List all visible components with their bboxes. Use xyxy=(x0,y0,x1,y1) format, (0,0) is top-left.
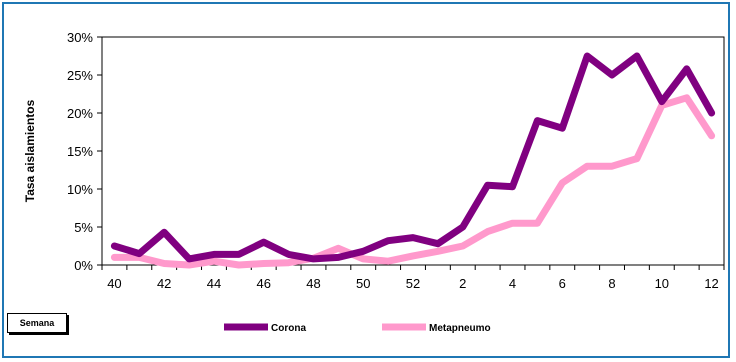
chart-labels: 0%5%10%15%20%25%30%40 42 44 46 48 50 52 2 4 6 8 10 1… xyxy=(23,30,719,291)
y-tick-label: 30% xyxy=(67,30,93,45)
legend-label-metapneumo: Metapneumo xyxy=(429,323,491,334)
legend-label-corona: Corona xyxy=(271,323,306,334)
y-tick-label: 25% xyxy=(67,68,93,83)
chart-legend: Corona Metapneumo xyxy=(224,323,491,334)
x-tick-label: 50 xyxy=(356,276,370,291)
series-line-corona xyxy=(110,52,716,263)
x-tick-label: 44 xyxy=(207,276,221,291)
chart-axes xyxy=(97,36,725,270)
chart-series xyxy=(110,52,716,269)
x-tick-label: 4 xyxy=(509,276,516,291)
x-tick-label: 48 xyxy=(306,276,320,291)
x-tick-label: 8 xyxy=(608,276,615,291)
x-axis-title: Semana xyxy=(7,313,67,333)
y-tick-label: 5% xyxy=(74,220,93,235)
x-tick-label: 6 xyxy=(559,276,566,291)
y-tick-label: 15% xyxy=(67,144,93,159)
y-tick-label: 20% xyxy=(67,106,93,121)
y-axis-title: Tasa aislamientos xyxy=(23,99,37,202)
series-line-metapneumo xyxy=(110,94,716,269)
x-tick-label: 40 xyxy=(107,276,121,291)
x-tick-label: 42 xyxy=(157,276,171,291)
x-tick-label: 2 xyxy=(459,276,466,291)
chart-frame xyxy=(2,2,730,358)
x-tick-label: 46 xyxy=(256,276,270,291)
y-tick-label: 0% xyxy=(74,258,93,273)
x-tick-label: 52 xyxy=(406,276,420,291)
x-tick-label: 10 xyxy=(655,276,669,291)
plot-area xyxy=(101,36,725,266)
x-tick-label: 12 xyxy=(704,276,718,291)
y-tick-label: 10% xyxy=(67,182,93,197)
